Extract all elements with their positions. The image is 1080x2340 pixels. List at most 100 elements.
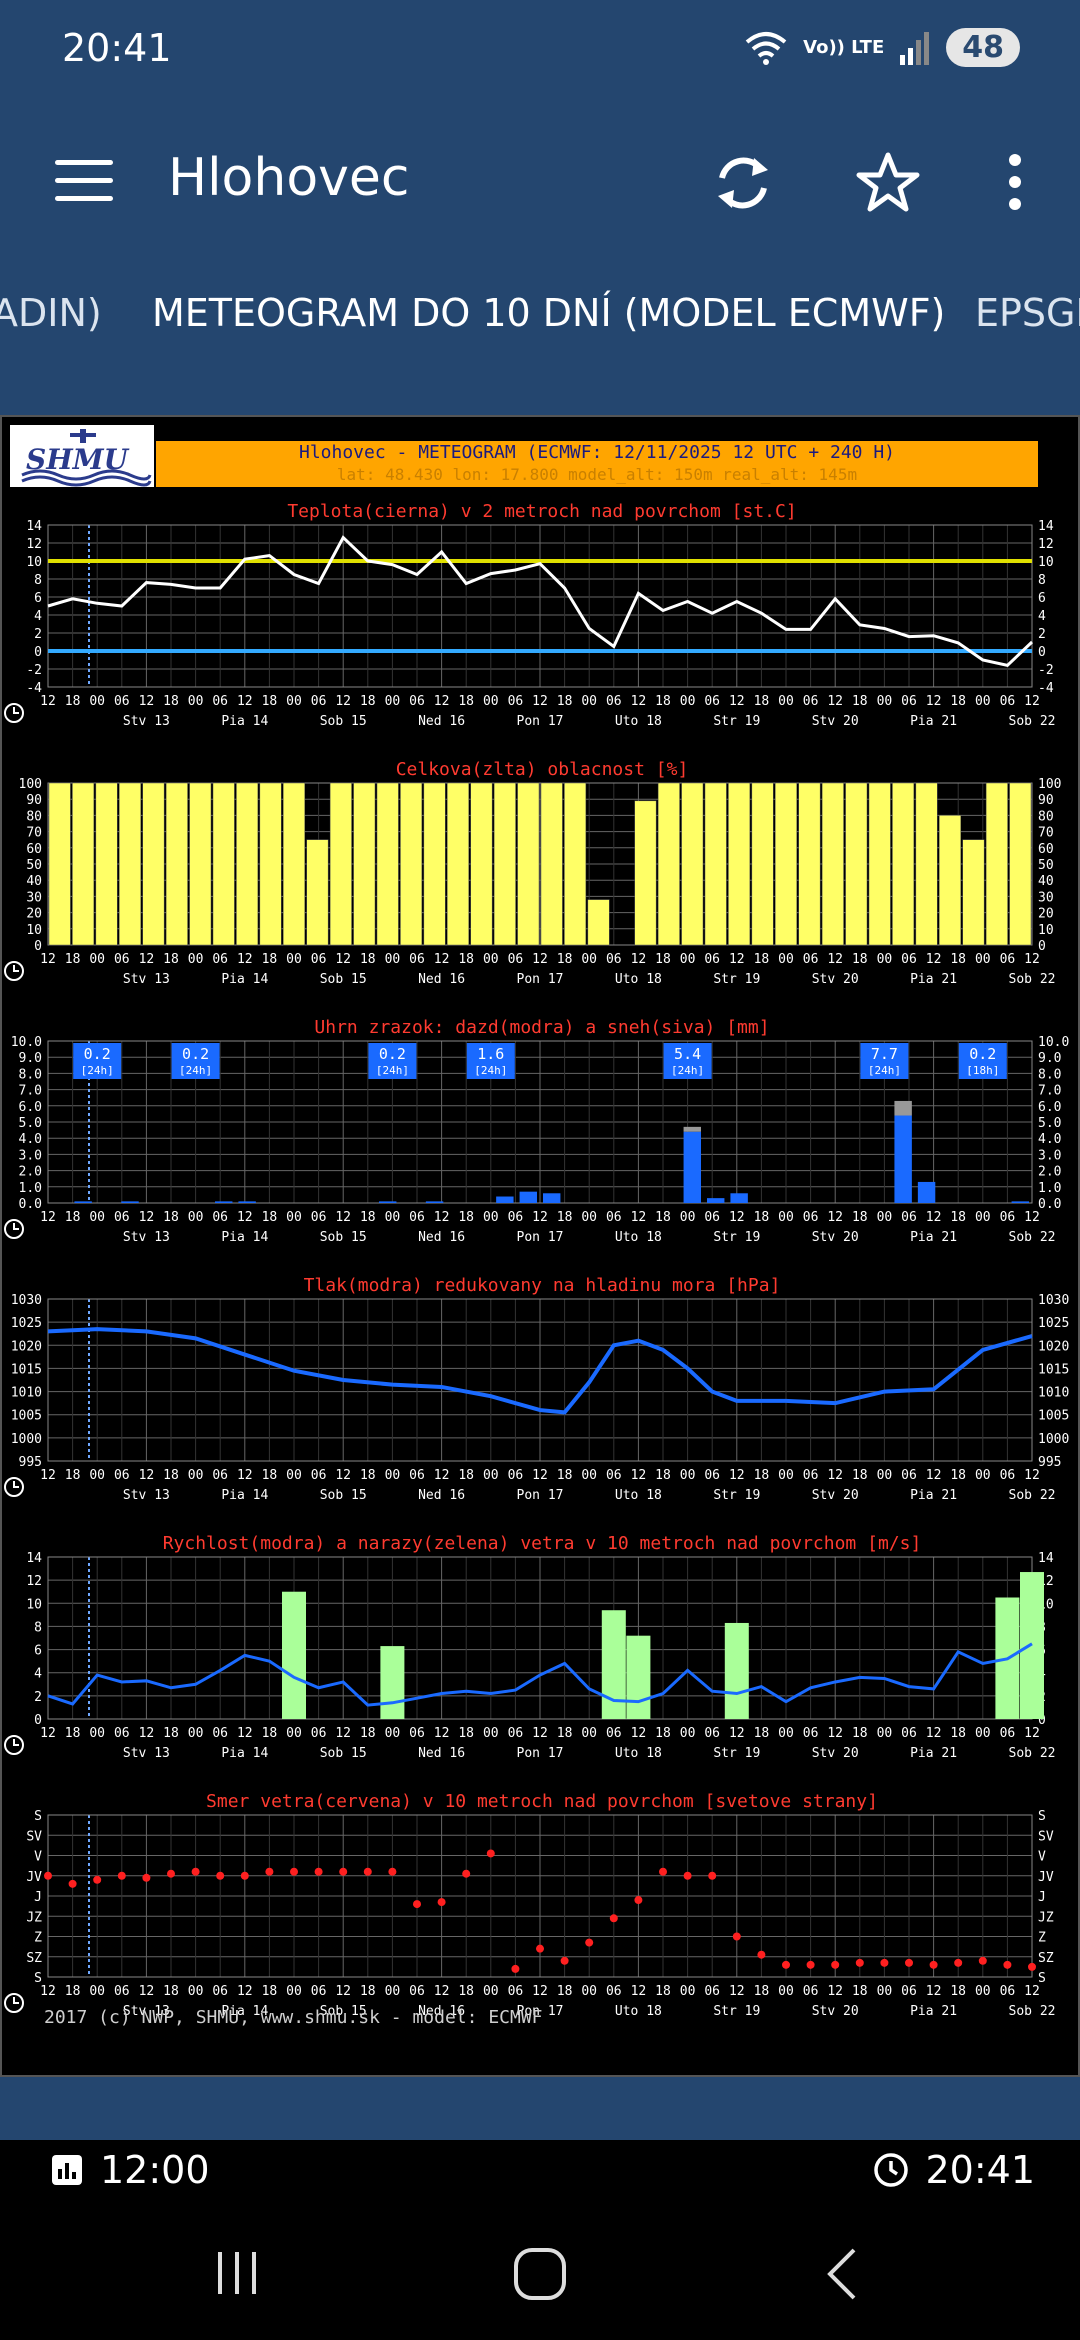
hour-tick-label: 12 <box>40 1984 56 1999</box>
cloud-bar <box>564 782 587 946</box>
rain-bar <box>215 1201 233 1203</box>
day-label: Str 19 <box>713 972 760 985</box>
hour-tick-label: 06 <box>606 1984 622 1999</box>
wind-direction-point <box>462 1869 471 1878</box>
wind-direction-point <box>413 1900 421 1909</box>
app-title: Hlohovec <box>168 148 410 208</box>
hour-tick-label: 00 <box>89 1468 105 1483</box>
day-label: Ned 16 <box>418 2004 465 2017</box>
gust-bar <box>601 1610 626 1719</box>
hour-tick-label: 12 <box>40 694 56 709</box>
precip-total-value: 1.6 <box>477 1045 504 1063</box>
precip-total-badge <box>73 1043 122 1079</box>
day-label: Pia 14 <box>221 2004 268 2017</box>
hour-tick-label: 18 <box>458 1210 474 1225</box>
hour-tick-label: 18 <box>65 952 81 967</box>
star-icon[interactable] <box>855 150 921 216</box>
day-label: Pia 14 <box>221 1488 268 1501</box>
y-tick-label-right: 80 <box>1038 809 1054 824</box>
clock-icon <box>4 1219 24 1239</box>
day-label: Stv 13 <box>123 2004 170 2017</box>
hour-tick-label: 06 <box>704 1210 720 1225</box>
precip-total-badge <box>171 1043 220 1079</box>
day-label: Uto 18 <box>615 1746 662 1759</box>
menu-icon[interactable] <box>55 160 113 202</box>
hour-tick-label: 00 <box>877 1468 893 1483</box>
y-tick-label-left: -2 <box>26 663 42 678</box>
day-label: Pon 17 <box>517 2004 564 2017</box>
hour-tick-label: 12 <box>729 1210 745 1225</box>
back-icon[interactable] <box>822 2246 862 2302</box>
hour-tick-label: 06 <box>114 952 130 967</box>
clock-hand <box>13 1481 19 1488</box>
cloud-bar <box>587 899 610 946</box>
y-tick-label-left: 12 <box>26 1574 42 1589</box>
plot-frame <box>47 1040 1033 1204</box>
y-tick-label-left: 1015 <box>11 1362 42 1377</box>
hour-tick-label: 06 <box>606 694 622 709</box>
cloud-bar <box>493 782 516 946</box>
wind-direction-point <box>609 1914 618 1923</box>
y-tick-label-left: 10 <box>26 923 42 938</box>
hour-tick-label: 12 <box>631 1726 647 1741</box>
hour-tick-label: 12 <box>237 1468 253 1483</box>
cloud-bar <box>423 782 446 946</box>
hour-tick-label: 00 <box>188 694 204 709</box>
hour-tick-label: 18 <box>557 1210 573 1225</box>
clock-hand <box>13 965 19 972</box>
hour-tick-label: 06 <box>1000 1984 1016 1999</box>
wind-direction-point <box>585 1938 594 1947</box>
hour-tick-label: 00 <box>286 1468 302 1483</box>
tab-meteogram-10-days[interactable]: METEOGRAM DO 10 DNÍ (MODEL ECMWF) <box>152 291 946 335</box>
y-tick-label-right: 30 <box>1038 890 1054 905</box>
hour-tick-label: 12 <box>1024 1984 1040 1999</box>
hour-tick-label: 18 <box>950 1726 966 1741</box>
app-bar: Hlohovec <box>0 100 1080 255</box>
y-tick-label-right: -2 <box>1038 663 1054 678</box>
hour-tick-label: 06 <box>704 694 720 709</box>
hour-tick-label: 18 <box>458 694 474 709</box>
hour-tick-label: 18 <box>754 1984 770 1999</box>
rain-bar <box>121 1201 139 1203</box>
tab-previous[interactable]: ADIN) <box>0 291 102 335</box>
day-label: Ned 16 <box>418 714 465 727</box>
hour-tick-label: 12 <box>335 1468 351 1483</box>
day-label: Str 19 <box>713 714 760 727</box>
chart-title: Tlak(modra) redukovany na hladinu mora [… <box>303 1275 781 1296</box>
hour-tick-label: 00 <box>385 1726 401 1741</box>
refresh-icon[interactable] <box>710 150 776 216</box>
hour-tick-label: 06 <box>803 1468 819 1483</box>
hour-tick-label: 18 <box>163 694 179 709</box>
wind-direction-point <box>905 1958 913 1967</box>
day-label: Sob 15 <box>320 1488 367 1501</box>
hour-tick-label: 18 <box>262 952 278 967</box>
home-icon[interactable] <box>512 2246 568 2302</box>
precip-total-badge <box>860 1043 909 1079</box>
hour-tick-label: 12 <box>237 1984 253 1999</box>
hour-tick-label: 18 <box>754 1726 770 1741</box>
y-tick-label-left: 4 <box>34 1667 42 1682</box>
y-tick-label-left: J <box>34 1890 42 1905</box>
hour-tick-label: 00 <box>188 1984 204 1999</box>
tab-epsgram[interactable]: EPSGI <box>975 291 1080 335</box>
cloud-bar <box>751 782 774 946</box>
y-tick-label-left: 1010 <box>11 1386 42 1401</box>
precip-total-period: [24h] <box>868 1064 901 1077</box>
y-tick-label-right: 100 <box>1038 777 1061 792</box>
y-tick-label-left: 60 <box>26 842 42 857</box>
day-label: Str 19 <box>713 1488 760 1501</box>
day-label: Sob 22 <box>1009 2004 1056 2017</box>
cloud-bar <box>72 782 95 946</box>
hour-tick-label: 18 <box>163 1984 179 1999</box>
wind-direction-point <box>486 1849 495 1858</box>
y-tick-label-left: 80 <box>26 809 42 824</box>
day-label: Pia 21 <box>910 1230 957 1243</box>
more-vert-icon[interactable] <box>1005 152 1025 212</box>
recent-apps-icon[interactable] <box>212 2248 262 2298</box>
hour-tick-label: 12 <box>532 694 548 709</box>
cloud-bar <box>939 815 961 946</box>
precip-total-value: 0.2 <box>379 1045 406 1063</box>
wind-direction-point <box>363 1867 372 1876</box>
day-label: Uto 18 <box>615 714 662 727</box>
day-label: Stv 13 <box>123 972 170 985</box>
